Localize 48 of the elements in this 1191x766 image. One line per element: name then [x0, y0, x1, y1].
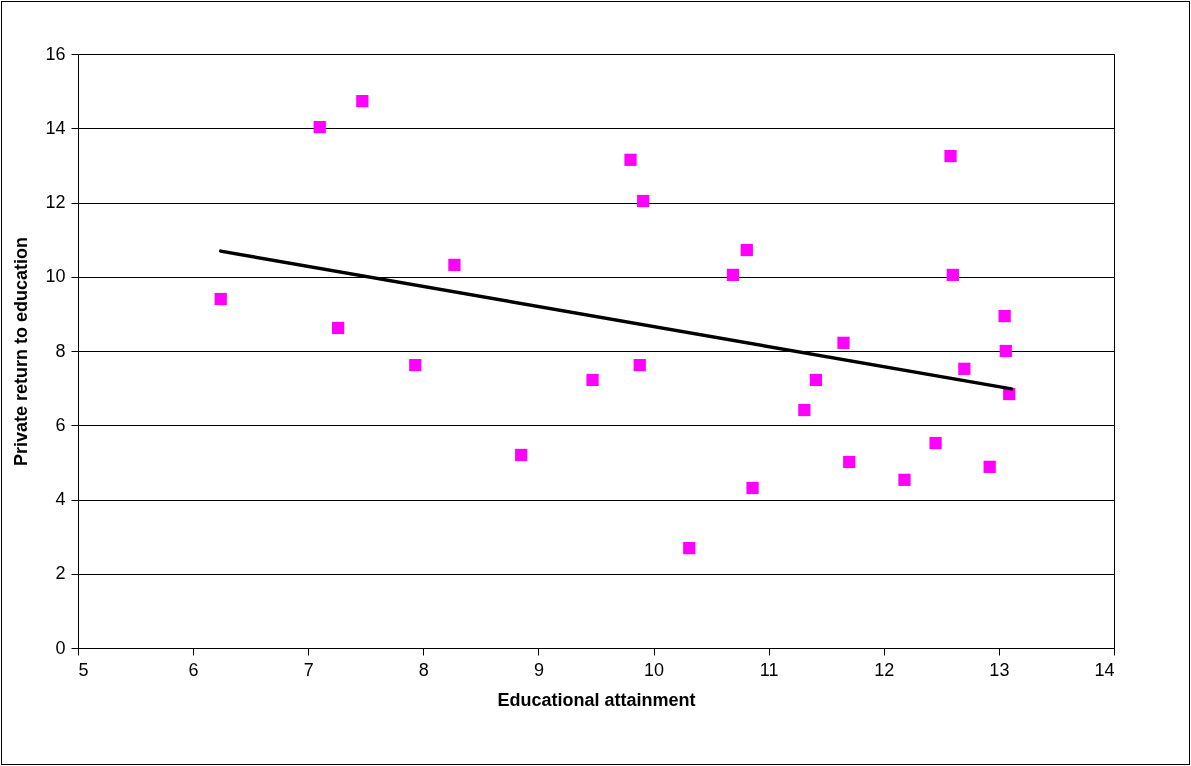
point [944, 149, 957, 163]
point [586, 373, 599, 387]
point [313, 121, 326, 134]
point [214, 292, 227, 306]
x-tick-label: 11 [759, 659, 779, 680]
point [332, 321, 345, 335]
x-tick-label: 6 [188, 659, 199, 680]
point [746, 481, 759, 495]
point [843, 455, 856, 469]
point [983, 460, 996, 473]
y-axis-title: Private return to education [11, 236, 32, 467]
point [958, 362, 971, 375]
point [898, 473, 911, 486]
x-tick-label: 10 [644, 659, 665, 680]
point [633, 358, 646, 372]
point [809, 373, 822, 387]
x-tick-label: 8 [418, 659, 429, 680]
point [929, 436, 942, 450]
point [683, 542, 696, 555]
x-tick-label: 9 [533, 659, 544, 680]
x-tick-label: 5 [78, 659, 89, 680]
y-tick-label: 4 [55, 489, 66, 509]
point [999, 344, 1012, 358]
point [448, 258, 461, 271]
point [624, 153, 637, 166]
x-tick-label: 13 [989, 659, 1010, 680]
point [637, 194, 650, 208]
x-axis-title: Educational attainment [497, 689, 696, 710]
y-tick-label: 6 [55, 414, 66, 435]
y-tick-label: 14 [45, 117, 66, 138]
point [740, 243, 753, 257]
y-tick-label: 12 [45, 192, 66, 212]
point [356, 95, 369, 108]
y-tick-label: 2 [55, 563, 66, 584]
y-tick-label: 0 [55, 637, 66, 658]
point [515, 448, 528, 462]
x-tick-label: 7 [303, 659, 314, 680]
point [726, 268, 740, 282]
point [409, 358, 422, 372]
x-tick-label: 14 [1094, 659, 1115, 680]
y-tick-label: 10 [45, 266, 66, 287]
point [837, 336, 850, 349]
y-tick-label: 8 [55, 340, 66, 361]
point [998, 309, 1011, 323]
y-tick-label: 16 [45, 43, 66, 64]
point [946, 268, 959, 282]
point [798, 403, 811, 417]
x-tick-label: 12 [874, 659, 895, 680]
